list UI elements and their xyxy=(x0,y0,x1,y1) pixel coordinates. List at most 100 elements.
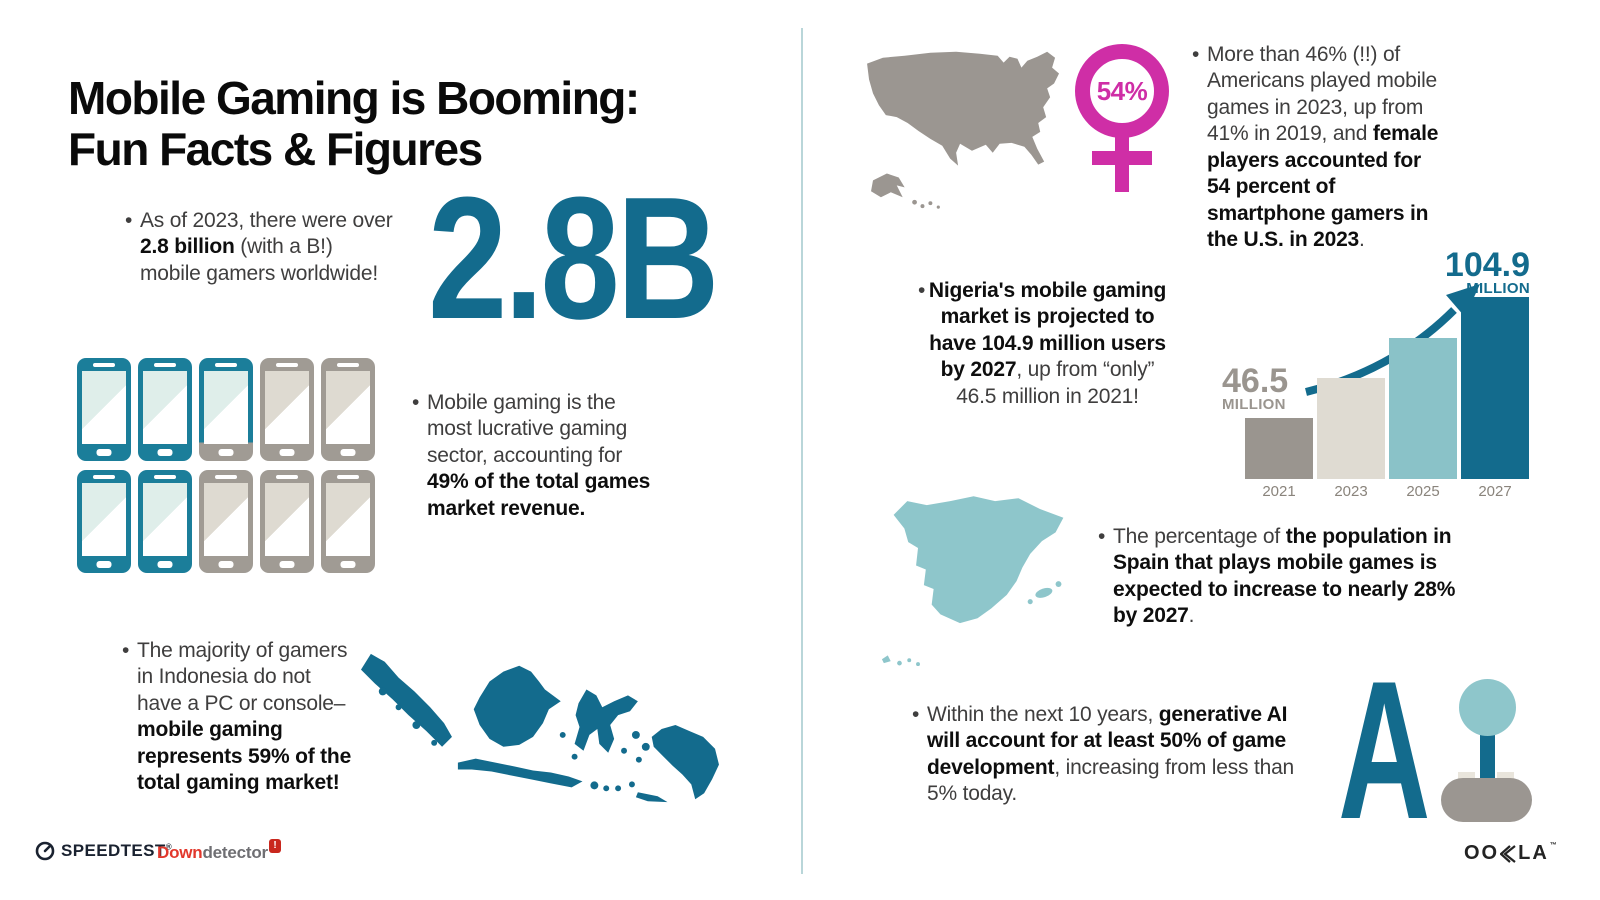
chart-axis-label-2027: 2027 xyxy=(1478,483,1512,500)
bullet-usa: • More than 46% (!!) of Americans played… xyxy=(1192,42,1444,254)
phone-screen xyxy=(143,371,187,444)
phone-screen xyxy=(265,483,309,556)
phone-screen xyxy=(204,371,248,444)
phone-screen xyxy=(143,483,187,556)
big-stat-2-8b: 2.8B xyxy=(428,160,720,355)
bullet-gamers-post: (with a B!) mobile gamers worldwide! xyxy=(140,235,378,285)
joystick-base xyxy=(1441,778,1532,822)
bullet-dot: • xyxy=(1098,525,1106,548)
phone-home-button xyxy=(279,449,295,456)
downdetector-logo: Downdetector! xyxy=(157,839,281,863)
bullet-gamers-pre: As of 2023, there were over xyxy=(140,209,393,232)
phone-home-button xyxy=(279,561,295,568)
chart-bar-2023 xyxy=(1317,378,1385,479)
ookla-mark: ™ xyxy=(1549,842,1559,849)
phone-speaker xyxy=(215,475,237,479)
joystick-button-right xyxy=(1497,772,1514,780)
downdetector-alert-badge: ! xyxy=(268,839,281,853)
chart-value-label-2027: 104.9 MILLION xyxy=(1445,248,1530,298)
speedtest-gauge-icon xyxy=(35,841,55,861)
phone-speaker xyxy=(215,363,237,367)
phone-home-button xyxy=(157,449,173,456)
speedtest-wordmark: SPEEDTEST® xyxy=(61,841,172,861)
phone-screen xyxy=(204,483,248,556)
phone-speaker xyxy=(154,475,176,479)
phone-screen xyxy=(326,371,370,444)
chart-value-label-2021: 46.5 MILLION xyxy=(1222,364,1288,414)
bullet-spain-post: . xyxy=(1188,604,1195,628)
phone-icon-teal xyxy=(77,358,131,461)
bullet-usa-post: . xyxy=(1359,228,1365,252)
phone-screen xyxy=(82,483,126,556)
phone-screen xyxy=(326,483,370,556)
chart-2027-unit: MILLION xyxy=(1466,280,1530,298)
phone-screen xyxy=(265,371,309,444)
phone-speaker xyxy=(337,475,359,479)
phone-speaker xyxy=(276,475,298,479)
stat-badge-54pct: 54% xyxy=(1096,75,1148,106)
chart-axis-label-2023: 2023 xyxy=(1334,483,1368,500)
bullet-dot: • xyxy=(412,391,420,414)
bullet-ai-bold: generative AI will account for at least … xyxy=(927,703,1288,779)
joystick-ball-icon xyxy=(1459,679,1516,736)
downdetector-down-text: Down xyxy=(157,843,203,862)
bullet-indonesia-bold: mobile gaming represents 59% of the tota… xyxy=(137,718,352,795)
female-symbol-arms xyxy=(1092,151,1152,165)
phone-icon-gray xyxy=(199,470,253,573)
phone-speaker xyxy=(276,363,298,367)
bullet-spain: • The percentage of the population in Sp… xyxy=(1098,524,1470,630)
ai-letter-a: A xyxy=(1338,640,1431,860)
downdetector-detector-text: detector xyxy=(202,843,268,862)
spain-map xyxy=(881,496,1064,667)
ookla-logo: OO LA ™ xyxy=(1464,842,1559,865)
phone-speaker xyxy=(93,363,115,367)
page-title: Mobile Gaming is Booming: Fun Facts & Fi… xyxy=(68,71,640,176)
bullet-nigeria: • Nigeria's mobile gaming market is proj… xyxy=(912,278,1168,410)
chart-bar-2025 xyxy=(1389,338,1457,479)
phone-screen xyxy=(82,371,126,444)
bullet-dot: • xyxy=(125,209,133,232)
bullet-nigeria-post: , up from “only” 46.5 million in 2021! xyxy=(956,358,1155,408)
phone-icon-teal xyxy=(138,470,192,573)
bullet-revenue-text: Mobile gaming is the most lucrative gami… xyxy=(412,390,654,522)
chart-axis-label-2021: 2021 xyxy=(1262,483,1296,500)
chart-bar-2027 xyxy=(1461,297,1529,479)
chart-axis-label-2025: 2025 xyxy=(1406,483,1440,500)
phone-grid xyxy=(77,358,375,573)
ookla-text-la: LA xyxy=(1518,842,1549,864)
phone-home-button xyxy=(157,561,173,568)
bullet-spain-text: The percentage of the population in Spai… xyxy=(1098,524,1470,630)
bullet-usa-bold: female players accounted for 54 percent … xyxy=(1207,122,1439,252)
chart-bar-2021 xyxy=(1245,418,1313,479)
chart-2021-unit: MILLION xyxy=(1222,396,1286,414)
bullet-nigeria-text: Nigeria's mobile gaming market is projec… xyxy=(912,278,1168,410)
bullet-indonesia: • The majority of gamers in Indonesia do… xyxy=(122,638,356,797)
phone-speaker xyxy=(93,475,115,479)
ookla-text-oo: OO xyxy=(1464,842,1500,864)
phone-speaker xyxy=(154,363,176,367)
phone-speaker xyxy=(337,363,359,367)
bullet-revenue: • Mobile gaming is the most lucrative ga… xyxy=(412,390,654,522)
bullet-nigeria-bold: Nigeria's mobile gaming market is projec… xyxy=(928,279,1167,382)
phone-home-button xyxy=(96,561,112,568)
phone-icon-gray xyxy=(321,358,375,461)
phone-icon-gray xyxy=(321,470,375,573)
ookla-k-icon xyxy=(1500,844,1516,863)
speedtest-mark: ® xyxy=(165,842,172,852)
speedtest-logo: SPEEDTEST® xyxy=(35,841,172,861)
bullet-usa-text: More than 46% (!!) of Americans played m… xyxy=(1192,42,1444,254)
phone-home-button xyxy=(218,449,234,456)
phone-icon-teal xyxy=(77,470,131,573)
female-symbol-icon: 54% xyxy=(1075,44,1169,138)
bullet-gamers: • As of 2023, there were over 2.8 billio… xyxy=(125,208,393,287)
page-title-line2: Fun Facts & Figures xyxy=(68,123,483,176)
page-title-line1: Mobile Gaming is Booming: xyxy=(68,71,640,124)
center-divider xyxy=(801,28,803,874)
joystick-stick xyxy=(1480,732,1495,784)
bullet-revenue-pre: Mobile gaming is the most lucrative gami… xyxy=(427,391,628,467)
phone-home-button xyxy=(340,449,356,456)
bullet-gamers-bold: 2.8 billion xyxy=(140,235,235,259)
bullet-ai-post: , increasing from less than 5% today. xyxy=(927,755,1295,806)
bullet-ai-pre: Within the next 10 years, xyxy=(927,703,1159,726)
